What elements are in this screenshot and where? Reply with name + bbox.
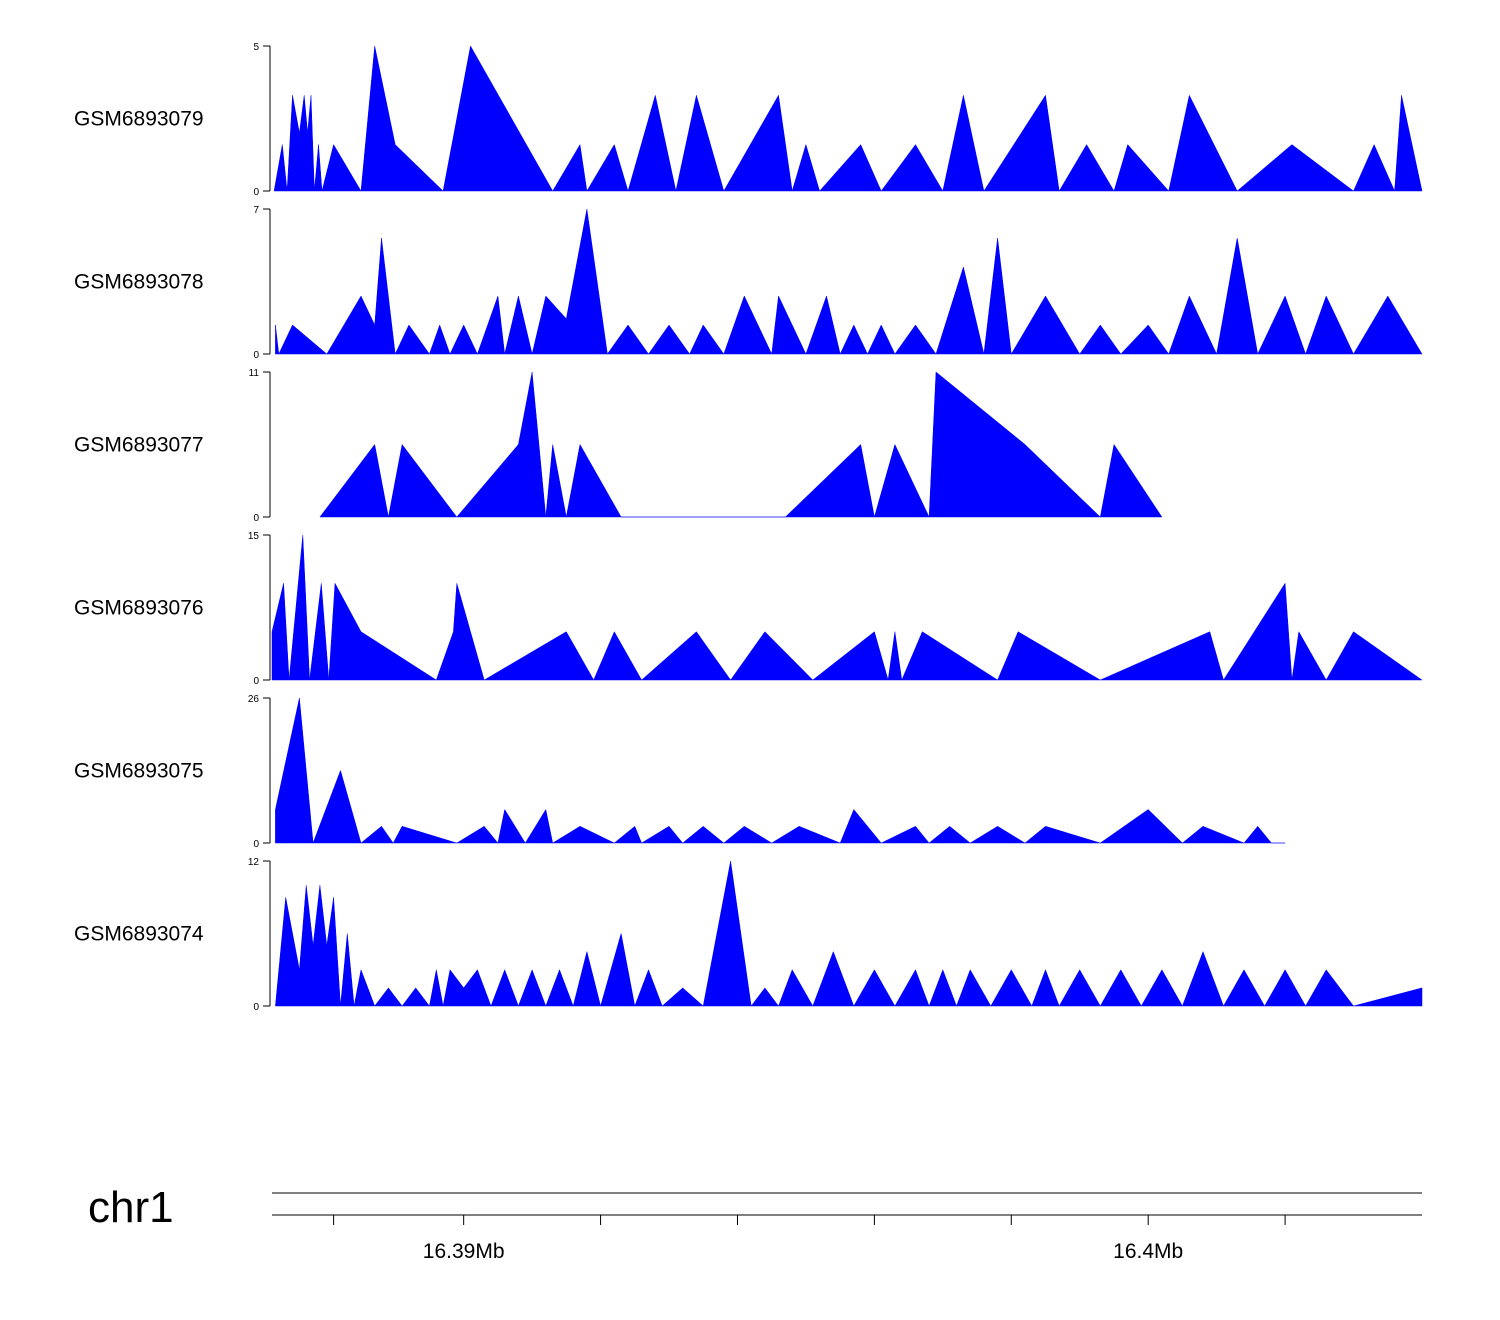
coverage-area <box>275 860 1423 1007</box>
y-tick-label-max: 26 <box>248 694 260 705</box>
y-tick-label-max: 7 <box>253 205 259 216</box>
track-gsm6893076: GSM6893076 15 0 <box>74 531 1423 687</box>
y-tick-label-min: 0 <box>253 350 259 361</box>
track-gsm6893075: GSM6893075 26 0 <box>74 694 1286 850</box>
y-tick-label-min: 0 <box>253 839 259 850</box>
coverage-area <box>271 534 1423 681</box>
track-gsm6893079: GSM6893079 5 0 <box>74 42 1423 198</box>
y-tick-label-min: 0 <box>253 676 259 687</box>
y-tick-label-min: 0 <box>253 513 259 524</box>
track-label: GSM6893077 <box>74 434 204 457</box>
chromosome-label: chr1 <box>88 1183 174 1232</box>
track-label: GSM6893078 <box>74 271 204 294</box>
y-tick-label-max: 12 <box>248 857 260 868</box>
coverage-area <box>275 208 1423 355</box>
track-label: GSM6893076 <box>74 597 204 620</box>
track-gsm6893077: GSM6893077 11 0 <box>74 368 1163 524</box>
track-label: GSM6893075 <box>74 760 204 783</box>
coverage-area <box>275 697 1286 844</box>
x-tick-label: 16.4Mb <box>1113 1240 1183 1263</box>
y-tick-label-min: 0 <box>253 187 259 198</box>
y-tick-label-min: 0 <box>253 1002 259 1013</box>
track-label: GSM6893074 <box>74 923 204 946</box>
coverage-area <box>319 371 1163 518</box>
y-tick-label-max: 11 <box>249 368 260 379</box>
genome-axis: chr1 16.39Mb 16.4Mb <box>88 1183 1422 1263</box>
track-gsm6893078: GSM6893078 7 0 <box>74 205 1423 361</box>
track-label: GSM6893079 <box>74 108 204 131</box>
y-tick-label-max: 15 <box>248 531 260 542</box>
track-gsm6893074: GSM6893074 12 0 <box>74 857 1423 1013</box>
y-tick-label-max: 5 <box>253 42 259 53</box>
coverage-area <box>273 45 1423 192</box>
x-tick-label: 16.39Mb <box>423 1240 505 1263</box>
